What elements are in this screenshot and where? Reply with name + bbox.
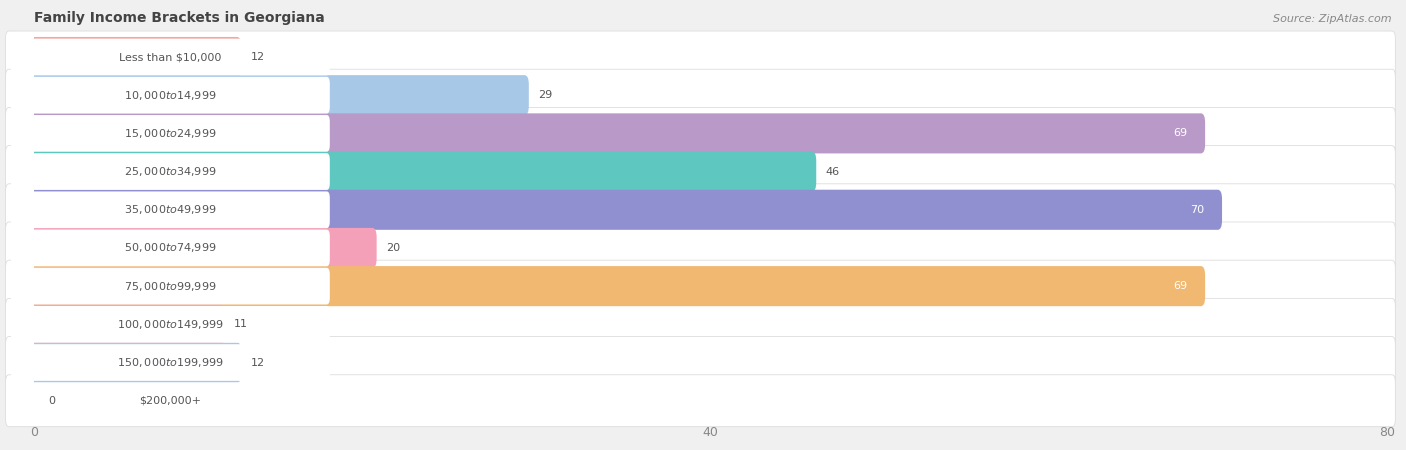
FancyBboxPatch shape [6,69,1395,121]
Text: $50,000 to $74,999: $50,000 to $74,999 [124,242,217,254]
FancyBboxPatch shape [30,75,529,115]
FancyBboxPatch shape [6,108,1395,159]
FancyBboxPatch shape [11,77,330,113]
Text: 0: 0 [48,396,55,406]
FancyBboxPatch shape [11,230,330,266]
Text: Less than $10,000: Less than $10,000 [120,52,222,62]
FancyBboxPatch shape [11,153,330,190]
Text: $150,000 to $199,999: $150,000 to $199,999 [117,356,224,369]
Text: Family Income Brackets in Georgiana: Family Income Brackets in Georgiana [34,11,325,25]
FancyBboxPatch shape [30,342,242,382]
FancyBboxPatch shape [30,304,225,344]
FancyBboxPatch shape [30,37,242,77]
Text: $15,000 to $24,999: $15,000 to $24,999 [124,127,217,140]
FancyBboxPatch shape [6,298,1395,350]
FancyBboxPatch shape [6,146,1395,198]
Text: 69: 69 [1173,281,1188,291]
Text: 69: 69 [1173,128,1188,139]
FancyBboxPatch shape [11,306,330,342]
FancyBboxPatch shape [11,115,330,152]
Text: $35,000 to $49,999: $35,000 to $49,999 [124,203,217,216]
FancyBboxPatch shape [11,382,330,419]
FancyBboxPatch shape [6,375,1395,427]
FancyBboxPatch shape [30,152,817,192]
FancyBboxPatch shape [6,31,1395,83]
Text: 46: 46 [825,166,839,176]
Text: Source: ZipAtlas.com: Source: ZipAtlas.com [1274,14,1392,23]
Text: $25,000 to $34,999: $25,000 to $34,999 [124,165,217,178]
FancyBboxPatch shape [11,344,330,381]
FancyBboxPatch shape [6,260,1395,312]
Text: 29: 29 [538,90,553,100]
FancyBboxPatch shape [11,268,330,305]
Text: 12: 12 [250,52,264,62]
FancyBboxPatch shape [30,228,377,268]
FancyBboxPatch shape [11,39,330,75]
Text: 20: 20 [387,243,401,253]
FancyBboxPatch shape [6,222,1395,274]
Text: 11: 11 [233,320,247,329]
Text: 70: 70 [1189,205,1205,215]
FancyBboxPatch shape [6,184,1395,236]
FancyBboxPatch shape [30,113,1205,153]
FancyBboxPatch shape [6,337,1395,388]
Text: $10,000 to $14,999: $10,000 to $14,999 [124,89,217,102]
FancyBboxPatch shape [30,266,1205,306]
FancyBboxPatch shape [30,190,1222,230]
Text: $100,000 to $149,999: $100,000 to $149,999 [117,318,224,331]
FancyBboxPatch shape [11,191,330,228]
Text: 12: 12 [250,358,264,368]
Text: $75,000 to $99,999: $75,000 to $99,999 [124,279,217,292]
Text: $200,000+: $200,000+ [139,396,201,406]
